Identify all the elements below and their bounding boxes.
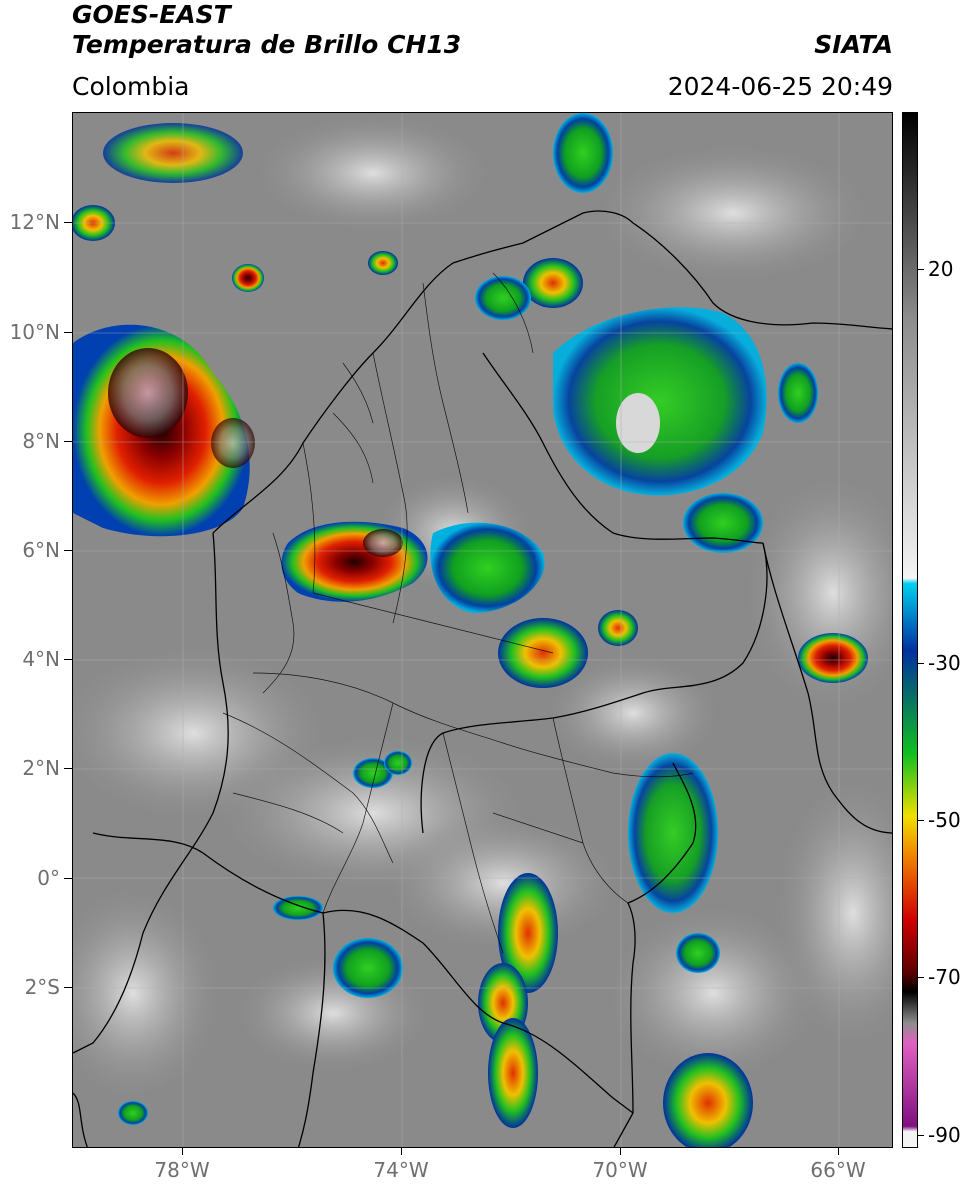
lat-tick (64, 222, 72, 223)
colorbar-tick (918, 977, 924, 978)
lat-label: 6°N (22, 538, 60, 562)
colorbar-tick (918, 269, 924, 270)
lon-tick (620, 1148, 621, 1155)
lat-tick (64, 441, 72, 442)
lat-label: 2°S (24, 975, 60, 999)
colorbar-tick (918, 1135, 924, 1136)
lat-tick (64, 659, 72, 660)
colorbar-label: -70 (928, 965, 961, 989)
lat-tick (64, 768, 72, 769)
colorbar-tick (918, 820, 924, 821)
lon-tick (838, 1148, 839, 1155)
agency-label: SIATA (814, 30, 893, 59)
lat-tick (64, 987, 72, 988)
lat-tick (64, 550, 72, 551)
colorbar-label: 20 (928, 257, 954, 281)
lon-label: 66°W (810, 1158, 866, 1182)
satellite-map (72, 112, 893, 1148)
satellite-name: GOES-EAST (72, 0, 231, 29)
lon-label: 78°W (154, 1158, 210, 1182)
region-label: Colombia (72, 72, 190, 101)
lon-label: 70°W (592, 1158, 648, 1182)
lat-label: 4°N (22, 647, 60, 671)
datetime-label: 2024-06-25 20:49 (667, 72, 893, 101)
colorbar (902, 112, 918, 1148)
colorbar-label: -90 (928, 1123, 961, 1147)
product-title: Temperatura de Brillo CH13 (72, 30, 462, 59)
lon-label: 74°W (373, 1158, 429, 1182)
lat-label: 12°N (9, 210, 60, 234)
lat-label: 2°N (22, 756, 60, 780)
lat-label: 8°N (22, 429, 60, 453)
lat-label: 10°N (9, 320, 60, 344)
lon-tick (401, 1148, 402, 1155)
lat-label: 0° (37, 866, 60, 890)
lat-tick (64, 332, 72, 333)
colorbar-tick (918, 663, 924, 664)
colorbar-label: -50 (928, 808, 961, 832)
lat-tick (64, 878, 72, 879)
lon-tick (182, 1148, 183, 1155)
colorbar-label: -30 (928, 651, 961, 675)
